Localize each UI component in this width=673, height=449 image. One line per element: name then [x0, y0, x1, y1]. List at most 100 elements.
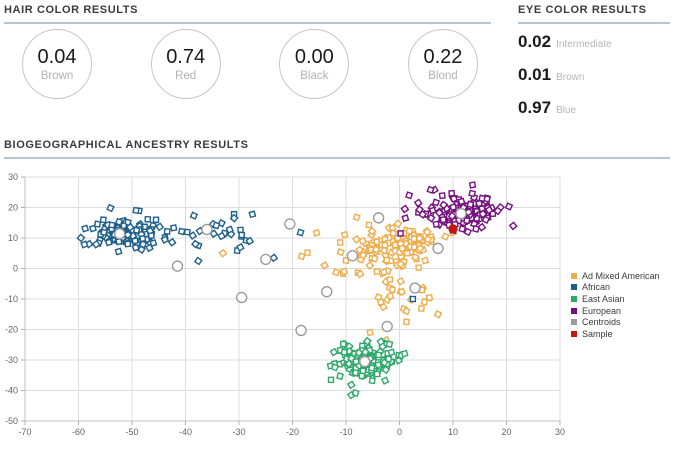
scatter-point	[327, 376, 335, 384]
eye-result-row-intermediate: 0.02 Intermediate	[518, 31, 670, 52]
x-tick-label: -10	[339, 427, 352, 437]
scatter-point	[145, 243, 154, 253]
scatter-point	[144, 215, 152, 223]
scatter-point	[191, 239, 201, 249]
scatter-point	[484, 205, 494, 215]
scatter-point	[463, 227, 473, 237]
centroid-point	[201, 223, 213, 236]
eye-value-blue: 0.97	[518, 98, 552, 117]
scatter-point	[439, 216, 447, 224]
scatter-point	[358, 251, 368, 260]
scatter-point	[114, 217, 124, 226]
scatter-point	[312, 228, 321, 237]
scatter-point	[138, 240, 148, 249]
x-tick-label: -20	[286, 427, 299, 437]
scatter-point	[100, 228, 108, 237]
scatter-point	[504, 202, 514, 211]
ancestry-scatter-chart: -70 -60 -50 -40 -30 -20 -10 0 10 20 30 30 20 10 0 -10 -2…	[5, 172, 565, 437]
ancestry-report-page: HAIR COLOR RESULTS 0.04 Brown 0.74 Red 0…	[4, 4, 670, 437]
x-tick-label: 20	[501, 427, 511, 437]
scatter-point	[330, 363, 340, 372]
scatter-point	[400, 204, 410, 214]
hair-value-red: 0.74	[166, 46, 206, 68]
legend-swatch-centroids	[571, 319, 577, 326]
scatter-point	[304, 249, 311, 256]
scatter-point	[245, 236, 255, 246]
scatter-point	[329, 347, 339, 357]
scatter-point	[336, 248, 345, 257]
scatter-point	[160, 235, 170, 244]
centroid-point	[432, 242, 444, 255]
sample-point	[448, 224, 458, 234]
scatter-point	[439, 200, 449, 210]
scatter-point	[336, 372, 344, 381]
scatter-point	[422, 227, 432, 237]
scatter-point	[132, 226, 141, 235]
scatter-point	[481, 215, 491, 225]
scatter-point	[373, 267, 381, 276]
legend-label-centroids: Centroids	[582, 317, 621, 328]
scatter-point	[76, 233, 86, 243]
eye-label-blue: Blue	[556, 105, 577, 116]
scatter-point	[393, 219, 403, 229]
scatter-point	[269, 253, 279, 263]
eye-title-rule	[518, 22, 670, 24]
scatter-point	[425, 293, 434, 302]
scatter-point	[413, 198, 423, 208]
legend-label-sample: Sample	[582, 328, 613, 339]
ancestry-chart-area: -70 -60 -50 -40 -30 -20 -10 0 10 20 30 30 20 10 0 -10 -2…	[4, 159, 670, 449]
legend-label-african: African	[582, 282, 611, 293]
scatter-point	[339, 340, 347, 348]
hair-label-red: Red	[175, 70, 197, 82]
scatter-point	[225, 225, 234, 234]
legend-swatch-east-asian	[571, 295, 577, 302]
scatter-point	[155, 222, 165, 232]
scatter-point	[367, 226, 377, 236]
scatter-point	[415, 264, 423, 272]
scatter-point	[376, 337, 386, 347]
scatter-point	[411, 253, 420, 262]
scatter-point	[124, 240, 132, 248]
legend-item-ad-mixed-american: Ad Mixed American	[571, 270, 660, 282]
centroid-point	[171, 260, 184, 272]
scatter-point	[386, 292, 395, 301]
scatter-point	[434, 208, 444, 218]
top-row: HAIR COLOR RESULTS 0.04 Brown 0.74 Red 0…	[4, 4, 670, 118]
eye-result-row-blue: 0.97 Blue	[518, 97, 670, 118]
x-tick-label: -50	[125, 427, 138, 437]
y-tick-label: 30	[8, 172, 18, 182]
scatter-point	[331, 268, 341, 277]
scatter-point	[108, 221, 116, 229]
legend-item-african: African	[571, 282, 660, 294]
scatter-point	[428, 206, 437, 215]
scatter-point	[396, 276, 406, 286]
scatter-point	[379, 358, 389, 368]
scatter-point	[389, 286, 396, 294]
scatter-point	[433, 310, 443, 319]
scatter-point	[115, 237, 123, 246]
eye-label-brown: Brown	[556, 72, 585, 83]
series-centroids	[113, 207, 467, 368]
scatter-point	[397, 230, 404, 237]
centroid-point	[359, 355, 371, 368]
y-tick-label: -30	[5, 355, 18, 365]
scatter-point	[132, 206, 140, 215]
eye-results-list: 0.02 Intermediate 0.01 Brown 0.97 Blue	[518, 31, 670, 118]
scatter-point	[432, 220, 441, 229]
legend-swatch-sample	[571, 330, 577, 337]
scatter-point	[375, 351, 383, 359]
scatter-point	[81, 224, 90, 233]
scatter-point	[405, 191, 414, 200]
scatter-point	[340, 348, 349, 356]
scatter-point	[401, 214, 410, 223]
scatter-point	[447, 211, 457, 221]
legend-label-european: European	[582, 305, 622, 316]
scatter-point	[438, 192, 446, 200]
scatter-point	[342, 257, 350, 265]
scatter-point	[396, 259, 406, 269]
ancestry-section: BIOGEOGRAPHICAL ANCESTRY RESULTS -70 -60-…	[4, 139, 670, 449]
scatter-point	[458, 224, 467, 233]
hair-title-rule	[4, 22, 491, 24]
scatter-point	[386, 276, 394, 284]
legend-swatch-european	[571, 307, 577, 314]
